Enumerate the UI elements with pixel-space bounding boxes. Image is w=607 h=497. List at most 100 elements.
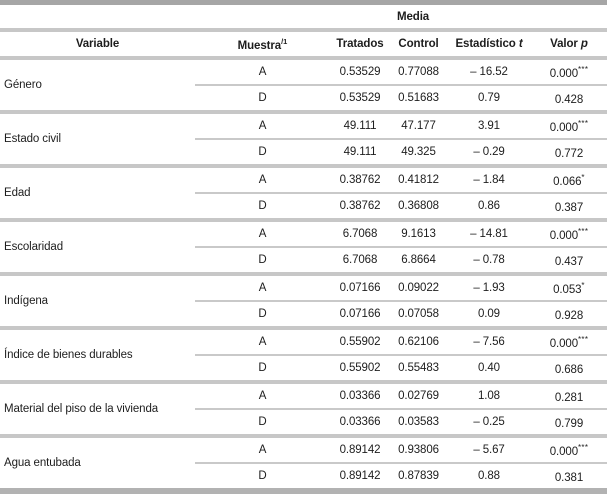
sample-row: D 0.38762 0.36808 0.86 0.387 xyxy=(195,194,607,218)
variable-group: Agua entubada A 0.89142 0.93806 – 5.67 0.000*… xyxy=(0,438,607,488)
media-spanner-row: Media xyxy=(0,5,607,28)
sample-row: D 0.89142 0.87839 0.88 0.381 xyxy=(195,464,607,488)
control-cell: 47.177 xyxy=(401,120,436,132)
tratados-cell: 0.89142 xyxy=(339,470,381,482)
group-separator-rule xyxy=(0,272,607,276)
sample-row: A 6.7068 9.1613 – 14.81 0.000*** xyxy=(195,222,607,246)
muestra-cell: D xyxy=(258,92,267,104)
variable-label: Indígena xyxy=(4,295,48,307)
sample-row-separator xyxy=(195,138,607,140)
p-value: 0.281 xyxy=(554,391,584,404)
group-sample-rows: A 6.7068 9.1613 – 14.81 0.000*** D 6.7068 6.866… xyxy=(195,222,607,272)
t-stat-cell: 0.09 xyxy=(478,308,500,320)
group-sample-rows: A 0.53529 0.77088 – 16.52 0.000*** D 0.53529 0.… xyxy=(195,60,607,110)
variable-label: Agua entubada xyxy=(4,457,81,469)
t-stat-cell: – 5.67 xyxy=(473,444,505,456)
sample-row: D 0.55902 0.55483 0.40 0.686 xyxy=(195,356,607,380)
sample-row-separator xyxy=(195,246,607,248)
header-text: Muestra xyxy=(237,39,282,52)
tratados-cell: 6.7068 xyxy=(342,228,378,240)
p-value-cell: 0.381 xyxy=(531,462,607,490)
header-text: Variable xyxy=(75,38,120,50)
media-spanner-label: Media xyxy=(397,10,430,23)
tratados-cell: 6.7068 xyxy=(342,254,378,266)
p-value: 0.000 xyxy=(549,445,579,458)
sample-row: D 0.53529 0.51683 0.79 0.428 xyxy=(195,86,607,110)
header-text: Valor xyxy=(550,38,581,50)
control-cell: 0.77088 xyxy=(398,66,439,78)
p-value: 0.000 xyxy=(549,67,579,80)
header-text: Control xyxy=(398,38,439,50)
p-value: 0.428 xyxy=(554,93,584,106)
p-value: 0.437 xyxy=(554,255,584,268)
p-value: 0.928 xyxy=(554,309,584,322)
sample-row: A 49.111 47.177 3.91 0.000*** xyxy=(195,114,607,138)
sample-row-separator xyxy=(195,462,607,464)
group-separator-rule xyxy=(0,434,607,438)
variable-label-cell: Estado civil xyxy=(0,114,195,164)
spanner-separator-rule xyxy=(0,28,607,32)
muestra-cell: D xyxy=(258,200,267,212)
control-cell: 0.02769 xyxy=(398,390,439,402)
tratados-cell: 0.07166 xyxy=(339,282,381,294)
muestra-cell: D xyxy=(258,254,267,266)
p-value-cell: 0.928 xyxy=(531,300,607,328)
group-sample-rows: A 0.38762 0.41812 – 1.84 0.066* D 0.38762 0.368… xyxy=(195,168,607,218)
control-cell: 0.93806 xyxy=(398,444,439,456)
sample-row: A 0.55902 0.62106 – 7.56 0.000*** xyxy=(195,330,607,354)
muestra-cell: D xyxy=(258,416,267,428)
p-value-cell: 0.686 xyxy=(531,354,607,382)
muestra-cell: D xyxy=(258,308,267,320)
group-separator-rule xyxy=(0,110,607,114)
significance-stars: * xyxy=(581,281,585,291)
t-stat-cell: 0.86 xyxy=(478,200,500,212)
group-separator-rule xyxy=(0,164,607,168)
column-header-estadistico-t: Estadístico t xyxy=(447,32,531,56)
group-separator-rule xyxy=(0,326,607,330)
p-value-cell: 0.000*** xyxy=(531,58,607,86)
variable-group: Indígena A 0.07166 0.09022 – 1.93 0.053* D 0.07… xyxy=(0,276,607,326)
control-cell: 0.41812 xyxy=(398,174,439,186)
sample-row: D 6.7068 6.8664 – 0.78 0.437 xyxy=(195,248,607,272)
p-value-cell: 0.000*** xyxy=(531,328,607,356)
column-header-muestra: Muestra/1 xyxy=(195,30,330,58)
control-cell: 0.62106 xyxy=(398,336,439,348)
tratados-cell: 49.111 xyxy=(343,120,377,132)
p-value-cell: 0.387 xyxy=(531,192,607,220)
t-stat-cell: – 0.29 xyxy=(473,146,505,158)
tratados-cell: 0.53529 xyxy=(339,92,381,104)
significance-stars: *** xyxy=(578,443,589,453)
t-stat-cell: – 0.25 xyxy=(473,416,505,428)
variable-label-cell: Indígena xyxy=(0,276,195,326)
header-text: Estadístico xyxy=(455,38,519,50)
p-value: 0.387 xyxy=(554,201,584,214)
t-stat-cell: 0.40 xyxy=(478,362,500,374)
variable-label: Material del piso de la vivienda xyxy=(4,403,159,415)
table-bottom-rule xyxy=(0,488,607,494)
t-stat-cell: 1.08 xyxy=(478,390,500,402)
t-stat-cell: 3.91 xyxy=(478,120,500,132)
header-separator-rule xyxy=(0,56,607,60)
muestra-cell: A xyxy=(258,336,267,348)
p-value-cell: 0.053* xyxy=(531,274,607,302)
variable-label: Edad xyxy=(4,187,31,199)
tratados-cell: 0.07166 xyxy=(339,308,381,320)
control-cell: 0.55483 xyxy=(398,362,439,374)
variable-group: Edad A 0.38762 0.41812 – 1.84 0.066* D 0.38762 0… xyxy=(0,168,607,218)
p-value: 0.000 xyxy=(549,229,579,242)
t-stat-cell: – 1.93 xyxy=(473,282,505,294)
control-cell: 0.51683 xyxy=(398,92,439,104)
sample-row-separator xyxy=(195,192,607,194)
t-stat-cell: – 1.84 xyxy=(473,174,505,186)
muestra-cell: A xyxy=(258,174,267,186)
variable-label-cell: Índice de bienes durables xyxy=(0,330,195,380)
sample-row: A 0.07166 0.09022 – 1.93 0.053* xyxy=(195,276,607,300)
significance-stars: *** xyxy=(578,227,589,237)
sample-row: D 0.07166 0.07058 0.09 0.928 xyxy=(195,302,607,326)
group-sample-rows: A 0.55902 0.62106 – 7.56 0.000*** D 0.55902 0.5… xyxy=(195,330,607,380)
sample-row-separator xyxy=(195,84,607,86)
table-body: Género A 0.53529 0.77088– 16.52 0.000*** D 0.5… xyxy=(0,60,607,494)
tratados-cell: 49.111 xyxy=(343,146,377,158)
muestra-cell: A xyxy=(258,444,267,456)
